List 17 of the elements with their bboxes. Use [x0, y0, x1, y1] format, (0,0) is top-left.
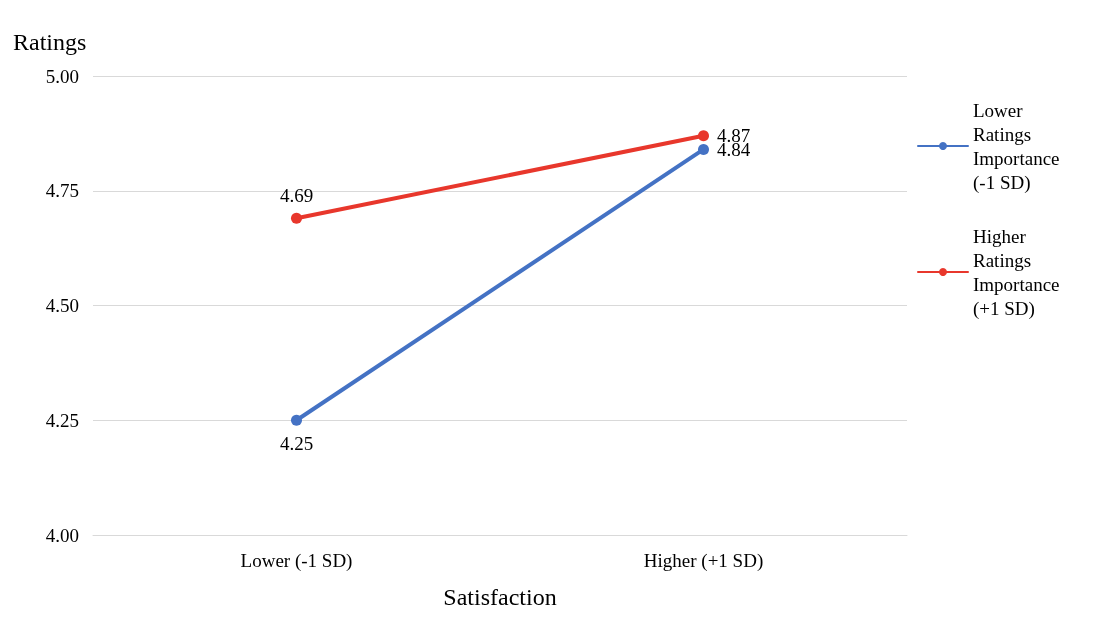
point	[698, 130, 709, 142]
y-axis-title: Ratings	[13, 29, 87, 55]
point	[291, 212, 302, 224]
x-axis-title: Satisfaction	[443, 584, 557, 610]
y-tick-label: 5.00	[45, 65, 79, 87]
legend-label: Lower Ratings Importance (-1 SD)	[973, 99, 1065, 194]
data-label: 4.69	[279, 184, 314, 206]
x-tick-label: Lower (-1 SD)	[240, 550, 353, 572]
y-tick-label: 4.25	[45, 409, 79, 431]
y-tick-label: 4.00	[45, 524, 79, 546]
point	[291, 414, 302, 426]
data-label: 4.25	[279, 432, 314, 454]
y-tick-label: 4.50	[45, 295, 79, 316]
y-tick-label: 4.75	[45, 180, 79, 202]
point	[698, 143, 709, 155]
legend-label: Higher Ratings Importance (+1 SD)	[973, 225, 1065, 320]
x-tick-label: Higher (+1 SD)	[643, 550, 764, 572]
